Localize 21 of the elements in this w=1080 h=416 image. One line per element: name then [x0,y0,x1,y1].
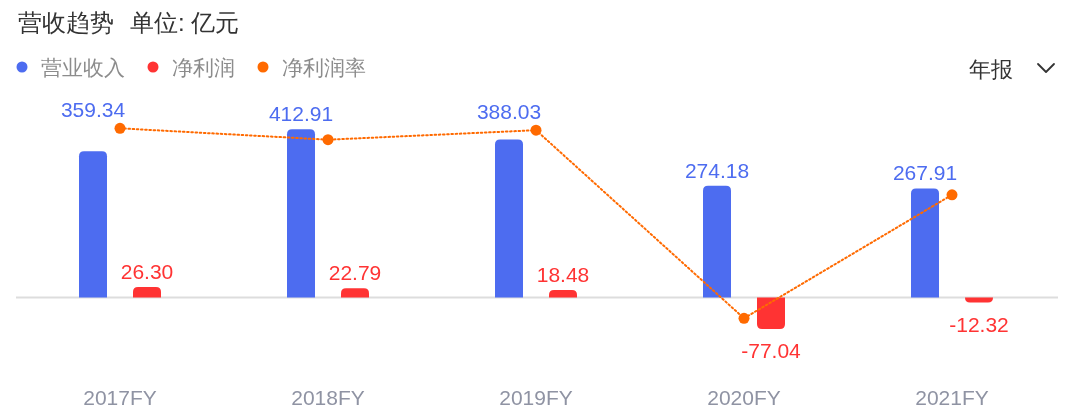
x-tick-label: 2018FY [291,386,365,409]
subtitle: 单位: 亿元 [130,9,240,36]
data-label: 26.30 [120,259,174,283]
legend-label: 净利润 [172,55,235,79]
legend-label: 营业收入 [41,55,125,79]
data-label: 359.34 [60,97,126,121]
data-label: -12.32 [949,312,1009,336]
data-label: 267.91 [892,161,958,185]
data-label: 22.79 [328,261,382,285]
x-tick-label: 2020FY [707,386,781,409]
data-label: -77.04 [741,339,801,362]
data-label: 388.03 [476,99,542,123]
data-label: 412.91 [268,102,334,126]
data-label: 274.18 [684,158,750,182]
annotation: 年报 [969,57,1013,82]
x-tick-label: 2019FY [499,386,573,409]
legend-label: 净利润率 [282,55,366,79]
x-tick-label: 2017FY [83,386,157,409]
data-label: 18.48 [536,263,590,287]
title: 营收趋势 [18,9,114,36]
x-tick-label: 2021FY [915,386,989,409]
